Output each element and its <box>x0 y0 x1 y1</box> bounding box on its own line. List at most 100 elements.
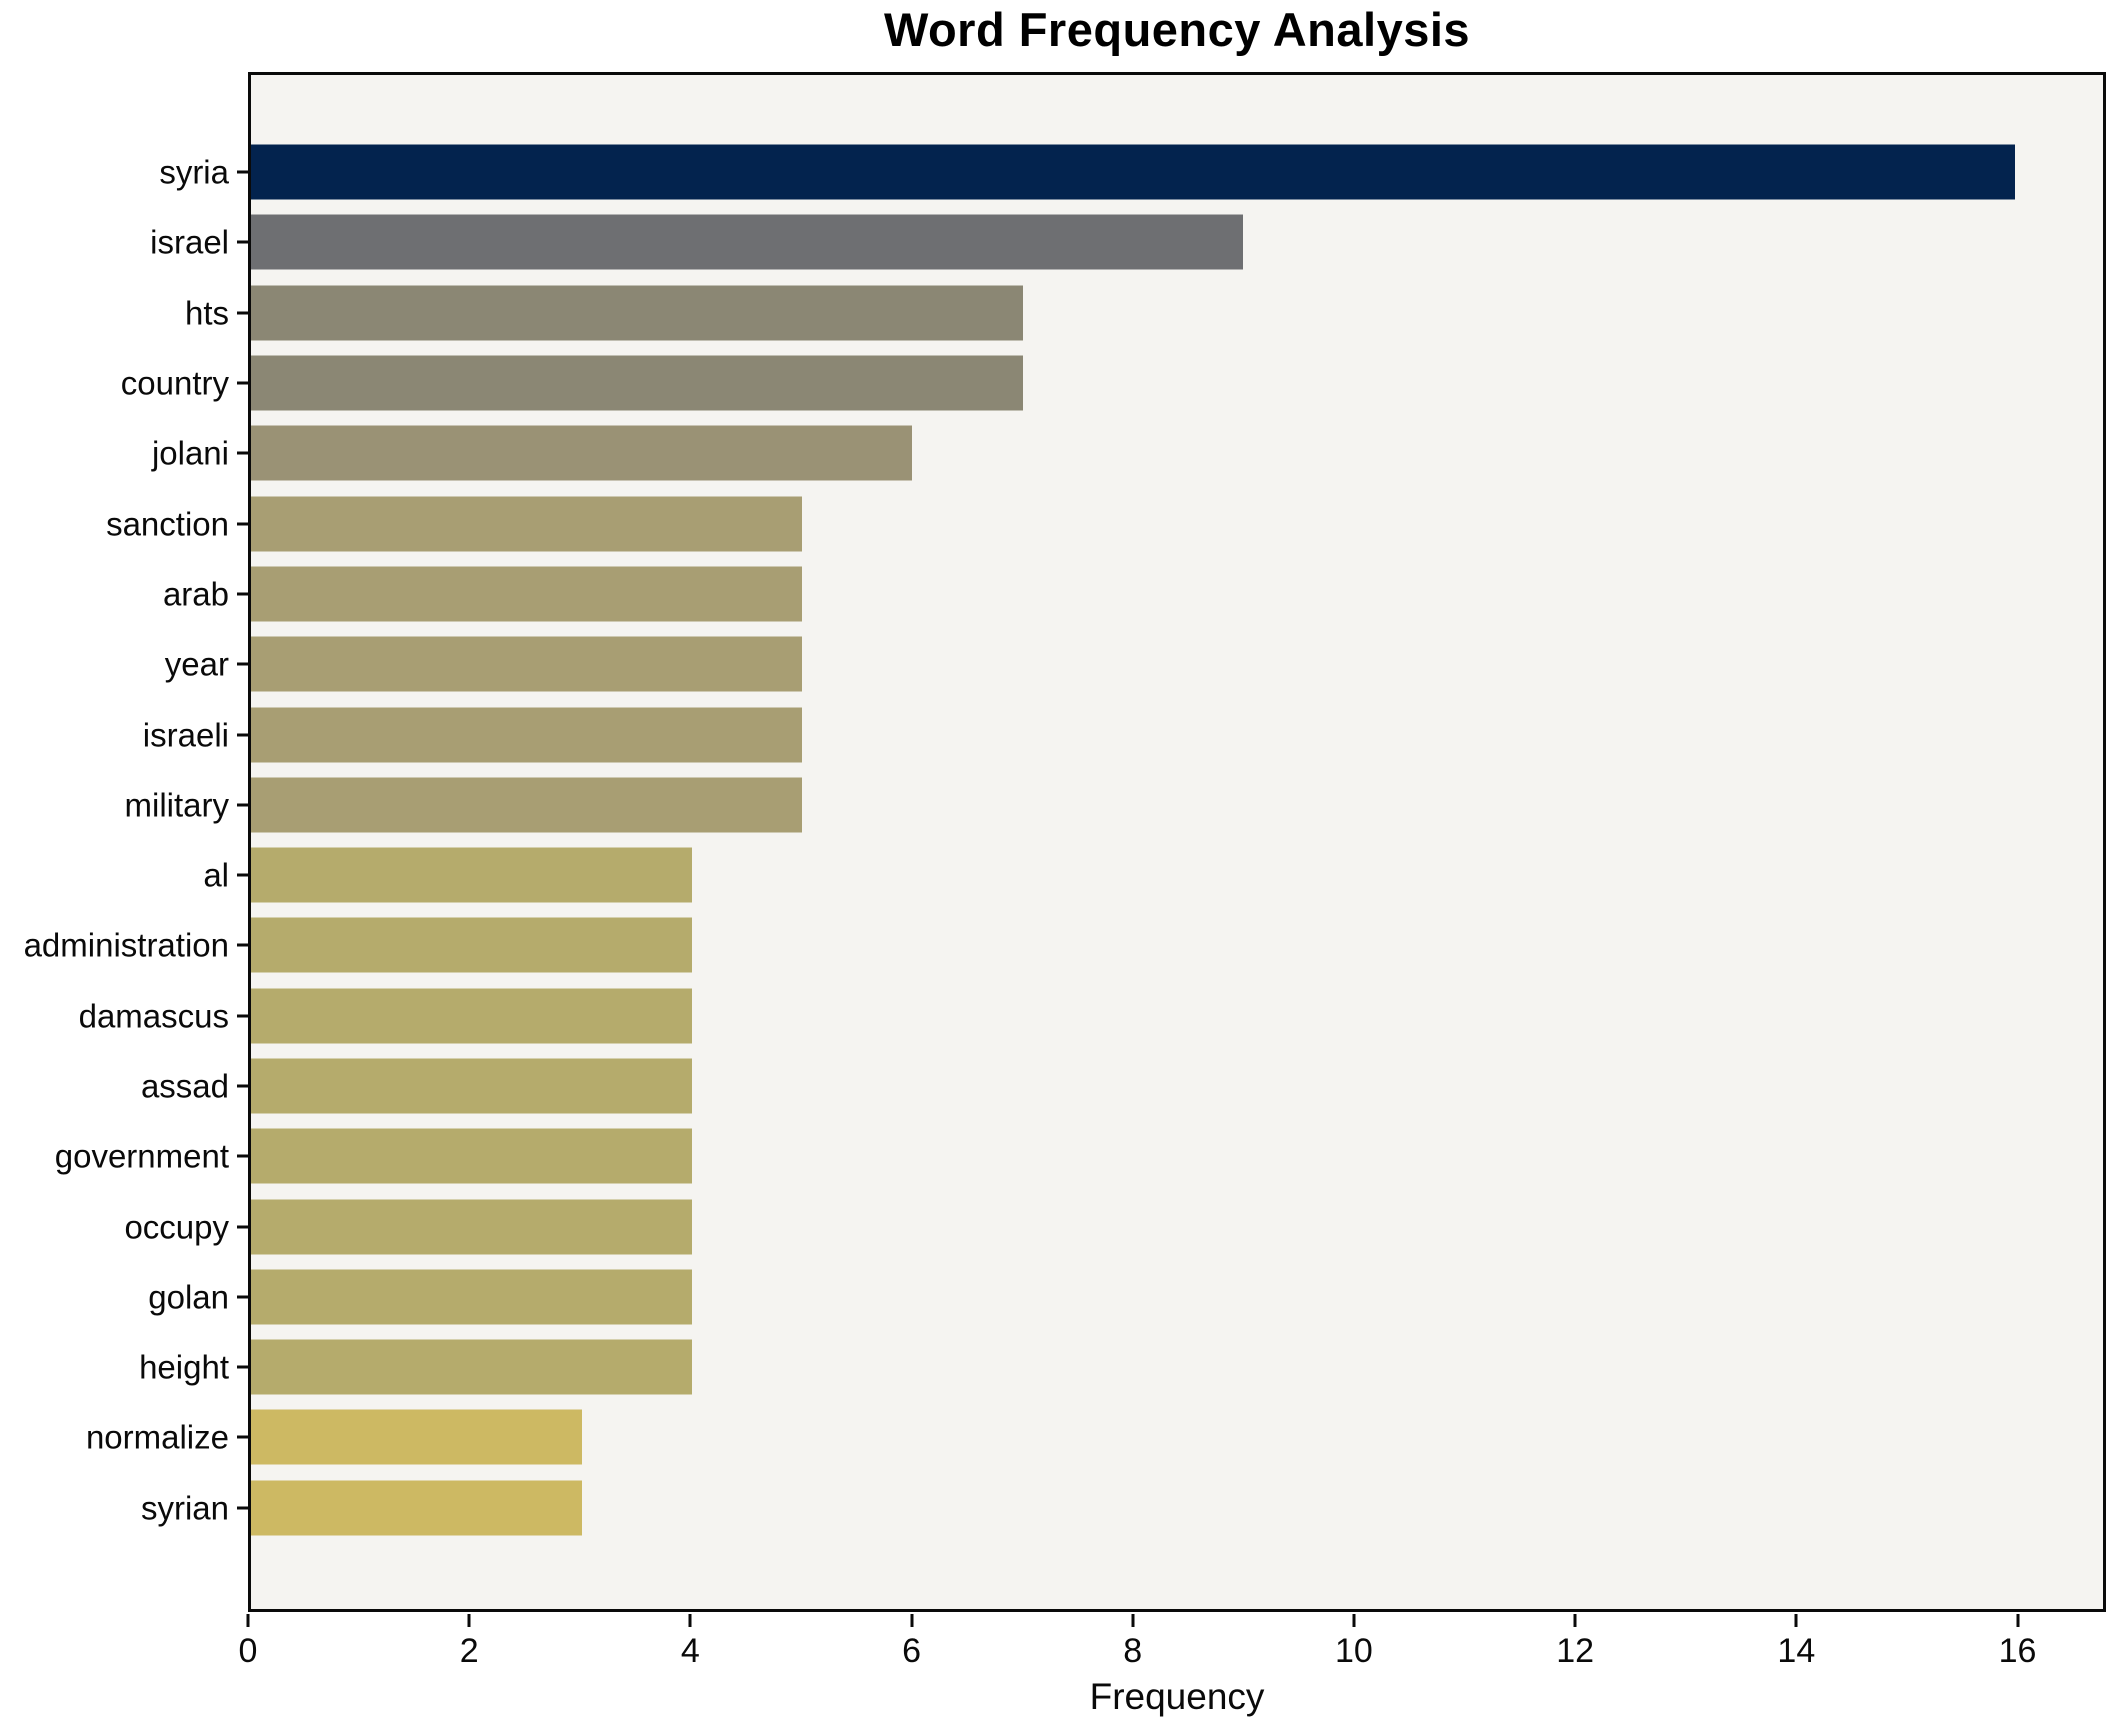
bar-administration <box>251 917 692 973</box>
y-tick-label-jolani: jolani <box>151 434 229 472</box>
y-tick-mark <box>237 451 248 455</box>
bar-assad <box>251 1058 692 1114</box>
x-tick-mark <box>2016 1614 2020 1627</box>
y-tick-mark <box>237 240 248 244</box>
y-tick-mark <box>237 522 248 526</box>
bar-row: assad <box>141 1051 2103 1121</box>
y-tick-mark <box>237 311 248 315</box>
y-tick-label-hts: hts <box>184 294 229 332</box>
bar-height <box>251 1339 692 1395</box>
y-tick-mark <box>237 943 248 947</box>
y-tick-mark <box>237 1154 248 1158</box>
bar-government <box>251 1128 692 1184</box>
bar-row: arab <box>163 559 2103 629</box>
x-tick-label-0: 0 <box>238 1632 258 1670</box>
bar-row: occupy <box>124 1191 2103 1261</box>
x-tick-label-12: 12 <box>1556 1632 1595 1670</box>
plot-area: syria israel hts country jolani sanction arab y… <box>24 72 2106 1612</box>
bar-row: golan <box>148 1262 2103 1332</box>
y-tick-mark <box>237 592 248 596</box>
y-tick-mark <box>237 1365 248 1369</box>
bar-country <box>251 355 1023 411</box>
bar-row: sanction <box>106 488 2103 558</box>
bar-row: damascus <box>79 981 2103 1051</box>
y-tick-label-golan: golan <box>148 1278 229 1316</box>
chart-title: Word Frequency Analysis <box>883 3 1471 56</box>
bar-occupy <box>251 1199 692 1255</box>
bar-row: country <box>121 348 2103 418</box>
bar-israel <box>251 214 1244 270</box>
bar-row: military <box>125 770 2103 840</box>
x-tick-label-14: 14 <box>1777 1632 1816 1670</box>
bar-row: israeli <box>143 699 2103 769</box>
y-tick-label-government: government <box>54 1137 229 1175</box>
y-tick-mark <box>237 1295 248 1299</box>
y-tick-label-israeli: israeli <box>142 716 229 754</box>
bar-row: administration <box>24 910 2103 980</box>
y-tick-label-assad: assad <box>140 1067 229 1105</box>
y-tick-label-country: country <box>120 364 229 402</box>
bar-military <box>251 777 803 833</box>
y-tick-label-administration: administration <box>23 926 229 964</box>
y-tick-label-syrian: syrian <box>140 1489 229 1527</box>
x-tick-mark <box>1352 1614 1356 1627</box>
y-tick-mark <box>237 1014 248 1018</box>
bar-row: government <box>55 1121 2103 1191</box>
bar-al <box>251 847 692 903</box>
y-tick-label-height: height <box>139 1348 229 1386</box>
bar-row: syria <box>159 137 2103 207</box>
x-tick-label-6: 6 <box>902 1632 922 1670</box>
y-tick-label-occupy: occupy <box>124 1208 229 1246</box>
x-tick-label-4: 4 <box>680 1632 700 1670</box>
y-tick-mark <box>237 733 248 737</box>
x-tick-mark <box>246 1614 250 1627</box>
y-tick-mark <box>237 1225 248 1229</box>
y-tick-label-military: military <box>124 786 230 824</box>
bar-row: jolani <box>152 418 2103 488</box>
bar-sanction <box>251 496 803 552</box>
y-tick-mark <box>237 662 248 666</box>
x-tick-label-2: 2 <box>459 1632 479 1670</box>
bar-row: syrian <box>141 1473 2103 1543</box>
x-tick-mark <box>467 1614 471 1627</box>
bar-normalize <box>251 1409 582 1465</box>
bar-damascus <box>251 988 692 1044</box>
bar-syrian <box>251 1480 582 1536</box>
x-tick-label-16: 16 <box>1998 1632 2037 1670</box>
x-tick-label-8: 8 <box>1123 1632 1143 1670</box>
bars-container: syria israel hts country jolani sanction arab y… <box>24 75 2103 1609</box>
bar-row: israel <box>150 207 2103 277</box>
y-tick-label-al: al <box>203 856 229 894</box>
y-tick-label-normalize: normalize <box>85 1418 229 1456</box>
bar-row: al <box>203 840 2103 910</box>
y-tick-mark <box>237 873 248 877</box>
y-tick-label-israel: israel <box>150 223 229 261</box>
bar-row: normalize <box>86 1402 2103 1472</box>
bar-israeli <box>251 707 803 763</box>
bar-row: hts <box>185 278 2103 348</box>
y-tick-mark <box>237 1084 248 1088</box>
bar-syria <box>251 144 2015 200</box>
x-tick-mark <box>1573 1614 1577 1627</box>
y-tick-label-sanction: sanction <box>106 505 229 543</box>
y-tick-mark <box>237 1506 248 1510</box>
x-tick-label-10: 10 <box>1335 1632 1373 1670</box>
bar-hts <box>251 285 1023 341</box>
y-tick-label-year: year <box>164 645 229 683</box>
bar-jolani <box>251 425 913 481</box>
x-tick-mark <box>688 1614 692 1627</box>
y-tick-mark <box>237 803 248 807</box>
x-tick-mark <box>1794 1614 1798 1627</box>
y-tick-label-arab: arab <box>162 575 229 613</box>
bar-golan <box>251 1269 692 1325</box>
y-tick-mark <box>237 381 248 385</box>
y-tick-label-syria: syria <box>159 153 229 191</box>
bar-arab <box>251 566 803 622</box>
y-tick-mark <box>237 170 248 174</box>
y-tick-mark <box>237 1435 248 1439</box>
x-tick-mark <box>1131 1614 1135 1627</box>
bar-year <box>251 636 803 692</box>
x-tick-mark <box>910 1614 914 1627</box>
bar-row: year <box>165 629 2103 699</box>
